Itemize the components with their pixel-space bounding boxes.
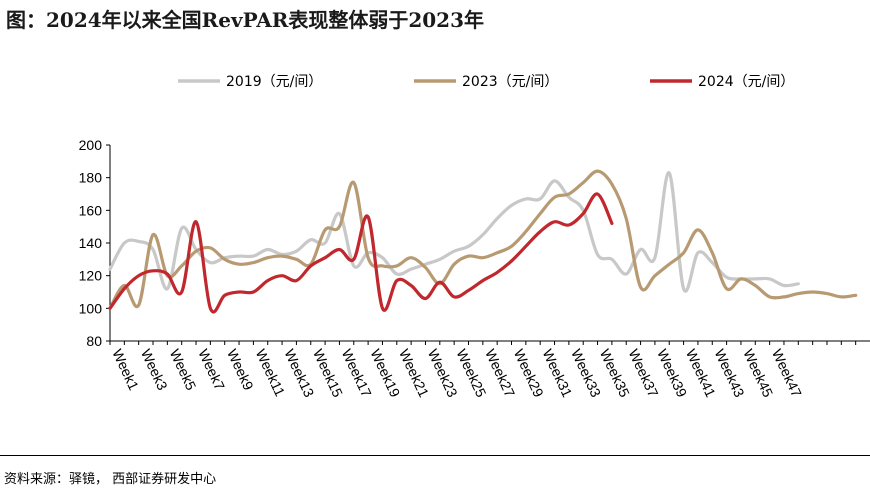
source-note: 资料来源：驿镜， 西部证券研发中心 [4, 472, 217, 487]
y-tick-label: 80 [86, 333, 102, 349]
x-tick-label: Week1 [109, 347, 142, 393]
legend-2024-label: 2024（元/间） [698, 74, 794, 90]
legend-2023-label: 2023（元/间） [462, 74, 558, 90]
series-2024-line [108, 192, 614, 314]
legend-2019-label: 2019（元/间） [226, 74, 322, 90]
y-tick-label: 120 [79, 268, 103, 284]
chart-title: 图：2024年以来全国RevPAR表现整体弱于2023年 [6, 8, 485, 32]
x-tick-label: Week7 [195, 347, 228, 393]
y-tick-label: 100 [79, 300, 103, 316]
y-tick-label: 140 [79, 235, 103, 251]
x-tick-label: Week5 [167, 347, 200, 393]
y-tick-label: 180 [79, 170, 103, 186]
source-divider [0, 455, 870, 456]
y-tick-label: 200 [79, 137, 103, 153]
y-tick-label: 160 [79, 202, 103, 218]
x-tick-label: Week9 [224, 347, 257, 393]
series-2023-line [108, 169, 858, 310]
x-tick-label: Week3 [138, 347, 171, 393]
